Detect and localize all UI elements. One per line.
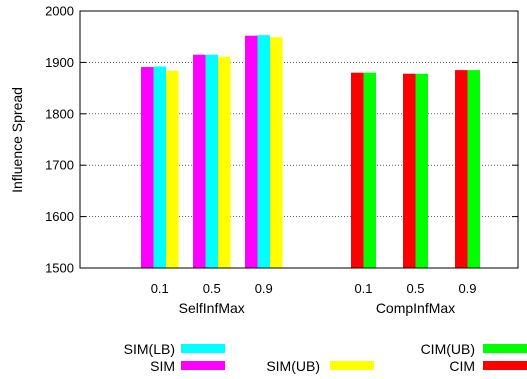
x-tick-label: 0.1 <box>354 281 372 296</box>
y-axis-title: Influence Spread <box>9 87 25 193</box>
legend-swatch-cim <box>483 361 527 370</box>
plot-frame <box>79 10 519 269</box>
legend-label: SIM <box>150 358 175 374</box>
x-tick-label: 0.9 <box>255 281 273 296</box>
y-tick-label: 1500 <box>45 261 74 276</box>
bar-cim-ub- <box>363 72 376 269</box>
x-tick-label: 0.5 <box>406 281 424 296</box>
bar-sim-lb- <box>205 54 218 268</box>
bar-cim-ub- <box>415 73 428 268</box>
bar-cim <box>351 72 364 269</box>
group-label: CompInfMax <box>376 300 455 316</box>
bar-sim-ub- <box>218 56 231 268</box>
bar-cim <box>455 70 468 268</box>
bar-sim-lb- <box>257 35 270 268</box>
bar-sim <box>193 54 206 268</box>
legend-swatch-sim-ub- <box>330 361 374 370</box>
bar-cim <box>403 73 416 268</box>
legend: SIM(LB)SIM SIM(UB) CIM(UB)CIM <box>124 341 527 374</box>
legend-swatch-sim <box>181 361 225 370</box>
legend-swatch-cim-ub- <box>483 344 527 353</box>
bar-sim-ub- <box>166 70 179 269</box>
legend-swatch-sim-lb- <box>181 344 225 353</box>
bar-sim-lb- <box>153 66 166 269</box>
axis-ticks: 1500 1600 1700 1800 1900 2000 0.1 0.5 0.9 SelfInf… <box>45 4 518 316</box>
x-tick-label: 0.1 <box>151 281 169 296</box>
x-tick-label: 0.5 <box>203 281 221 296</box>
bars <box>141 35 480 269</box>
legend-label: SIM(LB) <box>124 341 175 357</box>
y-tick-label: 1600 <box>45 209 74 224</box>
x-tick-label: 0.9 <box>458 281 476 296</box>
legend-label: SIM(UB) <box>266 358 320 374</box>
y-tick-label: 1800 <box>45 106 74 121</box>
group-label: SelfInfMax <box>179 300 245 316</box>
y-tick-label: 1700 <box>45 158 74 173</box>
legend-label: CIM(UB) <box>421 341 475 357</box>
y-tick-label: 1900 <box>45 55 74 70</box>
bar-sim-ub- <box>270 37 283 268</box>
y-tick-label: 2000 <box>45 4 74 19</box>
bar-cim-ub- <box>467 70 480 268</box>
bar-sim <box>245 35 258 269</box>
bar-sim <box>141 67 154 268</box>
legend-label: CIM <box>449 358 475 374</box>
